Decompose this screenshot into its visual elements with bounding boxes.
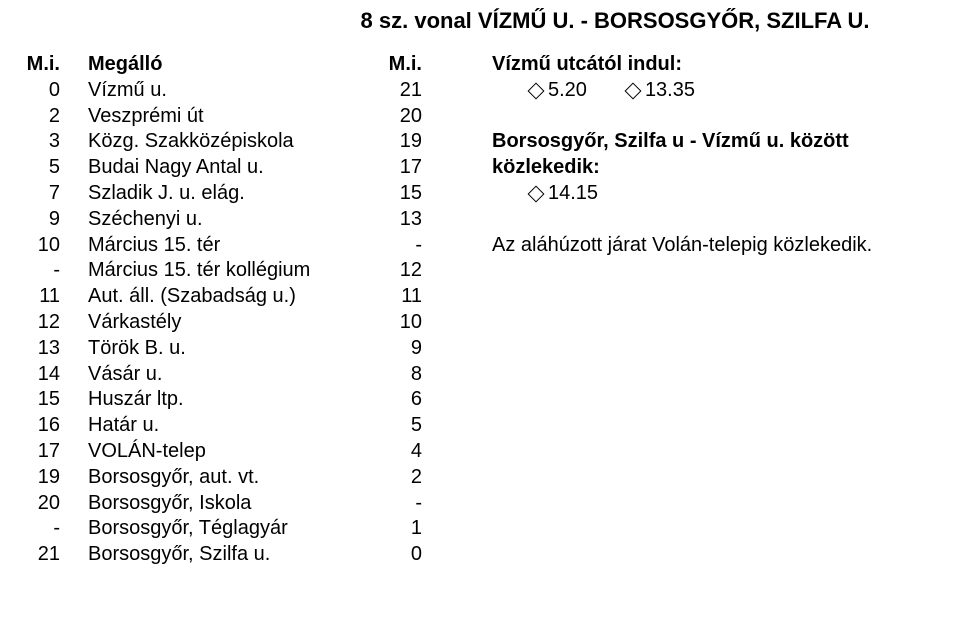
stop-mi: 2	[24, 104, 60, 130]
stop-name: Török B. u.	[88, 336, 358, 362]
stop-mi: 9	[24, 207, 60, 233]
stop-name: Közg. Szakközépiskola	[88, 129, 358, 155]
stop-mi: 5	[24, 155, 60, 181]
stop-reverse-mi: 15	[386, 181, 422, 207]
stop-name: Vásár u.	[88, 362, 358, 388]
stop-reverse-mi: 1	[386, 516, 422, 542]
stop-name: Szladik J. u. elág.	[88, 181, 358, 207]
stop-reverse-mi: 0	[386, 542, 422, 568]
departure-time: 13.35	[627, 78, 695, 104]
diamond-icon	[528, 185, 545, 202]
stop-mi: 10	[24, 233, 60, 259]
stop-name: Veszprémi út	[88, 104, 358, 130]
stop-mi: 14	[24, 362, 60, 388]
column-header-reverse-mi: M.i.	[386, 52, 422, 78]
stop-reverse-mi: 19	[386, 129, 422, 155]
time-value: 5.20	[548, 78, 587, 104]
stop-reverse-mi: 4	[386, 439, 422, 465]
stop-name: Várkastély	[88, 310, 358, 336]
stop-name: Borsosgyőr, Téglagyár	[88, 516, 358, 542]
stop-reverse-mi: 21	[386, 78, 422, 104]
stop-reverse-mi: 13	[386, 207, 422, 233]
stop-reverse-mi: 6	[386, 387, 422, 413]
diamond-icon	[528, 82, 545, 99]
return-times: 14.15	[492, 181, 936, 207]
time-value: 14.15	[548, 181, 598, 207]
stop-reverse-mi: 2	[386, 465, 422, 491]
from-times: 5.20 13.35	[492, 78, 936, 104]
stops-section: M.i.02357910-111213141516171920-21 Megál…	[24, 52, 422, 568]
stop-reverse-mi: 8	[386, 362, 422, 388]
note-text: Az aláhúzott járat Volán-telepig közleke…	[492, 233, 936, 259]
stop-mi: 15	[24, 387, 60, 413]
stop-mi: 16	[24, 413, 60, 439]
stop-mi: 12	[24, 310, 60, 336]
stop-reverse-mi: -	[386, 233, 422, 259]
stop-name: Borsosgyőr, aut. vt.	[88, 465, 358, 491]
stop-name: Március 15. tér	[88, 233, 358, 259]
stop-reverse-mi: -	[386, 491, 422, 517]
return-header: Borsosgyőr, Szilfa u - Vízmű u. között k…	[492, 129, 936, 181]
stop-mi: -	[24, 516, 60, 542]
stop-reverse-mi: 10	[386, 310, 422, 336]
stop-name: Aut. áll. (Szabadság u.)	[88, 284, 358, 310]
stop-mi: 7	[24, 181, 60, 207]
stop-name: Széchenyi u.	[88, 207, 358, 233]
column-header-stop: Megálló	[88, 52, 358, 78]
route-title: 8 sz. vonal VÍZMŰ U. - BORSOSGYŐR, SZILF…	[294, 8, 936, 34]
stop-name: VOLÁN-telep	[88, 439, 358, 465]
stop-reverse-mi: 20	[386, 104, 422, 130]
stop-name: Határ u.	[88, 413, 358, 439]
stop-name: Borsosgyőr, Iskola	[88, 491, 358, 517]
stop-mi: 13	[24, 336, 60, 362]
stop-mi: 3	[24, 129, 60, 155]
stop-name: Vízmű u.	[88, 78, 358, 104]
stop-mi: 19	[24, 465, 60, 491]
from-header: Vízmű utcától indul:	[492, 52, 936, 78]
stop-reverse-mi: 12	[386, 258, 422, 284]
departure-time: 14.15	[530, 181, 598, 207]
stop-name: Március 15. tér kollégium	[88, 258, 358, 284]
stop-mi: 0	[24, 78, 60, 104]
diamond-icon	[624, 82, 641, 99]
stop-name: Huszár ltp.	[88, 387, 358, 413]
stop-reverse-mi: 5	[386, 413, 422, 439]
stop-name: Budai Nagy Antal u.	[88, 155, 358, 181]
departure-time: 5.20	[530, 78, 587, 104]
stop-reverse-mi: 11	[386, 284, 422, 310]
stop-mi: -	[24, 258, 60, 284]
departures-section: Vízmű utcától indul: 5.20 13.35 Borsosgyő…	[492, 52, 936, 568]
stop-mi: 20	[24, 491, 60, 517]
stop-reverse-mi: 17	[386, 155, 422, 181]
column-header-mi: M.i.	[24, 52, 60, 78]
stop-mi: 11	[24, 284, 60, 310]
time-value: 13.35	[645, 78, 695, 104]
stop-name: Borsosgyőr, Szilfa u.	[88, 542, 358, 568]
stop-mi: 17	[24, 439, 60, 465]
stop-mi: 21	[24, 542, 60, 568]
stop-reverse-mi: 9	[386, 336, 422, 362]
